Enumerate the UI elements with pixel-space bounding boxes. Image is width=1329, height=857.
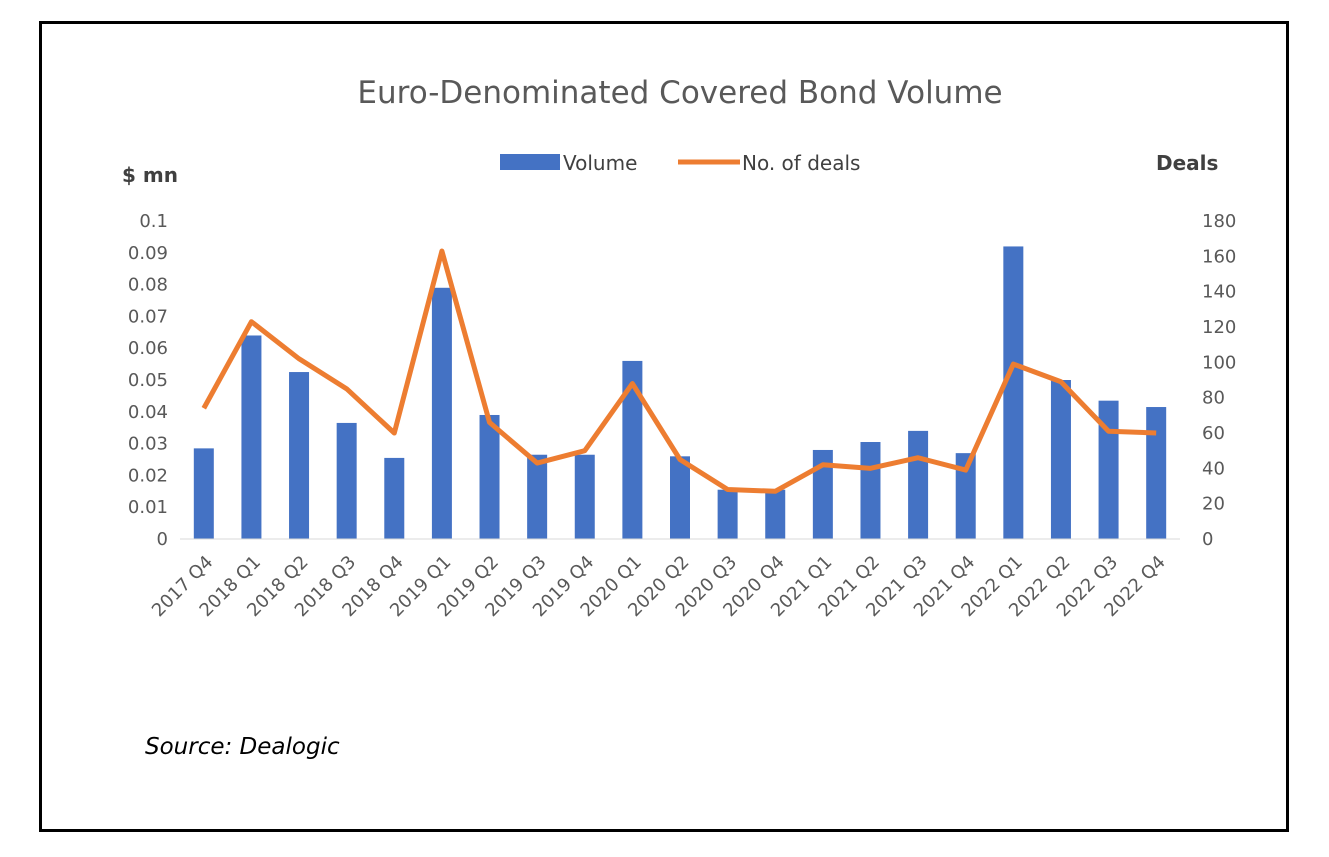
right-axis-unit: Deals: [1156, 151, 1218, 175]
volume-bar: [717, 489, 738, 539]
legend-deals-label: No. of deals: [742, 151, 860, 175]
right-tick-label: 60: [1202, 423, 1225, 444]
chart-title: Euro-Denominated Covered Bond Volume: [357, 75, 1002, 111]
right-tick-label: 20: [1202, 494, 1225, 515]
right-axis-ticks: 0 20 40 60 80 100 120 140 160 180: [1202, 211, 1236, 550]
left-tick-label: 0.02: [128, 465, 168, 486]
volume-bar: [1146, 407, 1167, 539]
chart-frame: [39, 21, 1289, 832]
right-tick-label: 40: [1202, 458, 1225, 479]
left-tick-label: 0.01: [128, 497, 168, 518]
volume-bars: [193, 246, 1167, 539]
volume-bar: [431, 287, 452, 539]
volume-bar: [1050, 380, 1071, 539]
right-tick-label: 140: [1202, 282, 1236, 303]
left-tick-label: 0.06: [128, 338, 168, 359]
volume-bar: [289, 372, 310, 539]
source-note: Source: Dealogic: [145, 734, 340, 760]
volume-bar: [955, 453, 976, 539]
left-tick-label: 0.03: [128, 434, 168, 455]
volume-bar: [1098, 400, 1119, 539]
right-tick-label: 160: [1202, 246, 1236, 267]
left-tick-label: 0.07: [128, 306, 168, 327]
left-axis-ticks: 0 0.01 0.02 0.03 0.04 0.05 0.06 0.07 0.08 0.09 0.1: [128, 211, 168, 550]
volume-bar: [527, 454, 548, 539]
left-axis-unit: $ mn: [122, 163, 178, 187]
legend: Volume No. of deals: [500, 151, 860, 175]
legend-volume-label: Volume: [563, 151, 637, 175]
right-tick-label: 180: [1202, 211, 1236, 232]
left-tick-label: 0.05: [128, 370, 168, 391]
left-tick-label: 0.04: [128, 402, 168, 423]
left-tick-label: 0: [157, 529, 168, 550]
volume-bar: [384, 457, 405, 539]
volume-bar: [860, 442, 881, 539]
volume-bar: [765, 489, 786, 539]
right-tick-label: 120: [1202, 317, 1236, 338]
left-tick-label: 0.08: [128, 275, 168, 296]
volume-bar: [908, 430, 929, 539]
right-tick-label: 100: [1202, 352, 1236, 373]
volume-bar: [670, 456, 690, 539]
right-tick-label: 80: [1202, 388, 1225, 409]
volume-bar: [812, 449, 833, 539]
left-tick-label: 0.1: [139, 211, 168, 232]
deals-line: [201, 248, 1157, 494]
volume-bar: [479, 414, 500, 539]
volume-bar: [193, 448, 214, 539]
volume-bar: [574, 454, 595, 539]
left-tick-label: 0.09: [128, 243, 168, 264]
volume-bar: [622, 360, 643, 539]
right-tick-label: 0: [1202, 529, 1213, 550]
legend-volume-swatch: [500, 154, 560, 170]
volume-bar: [241, 335, 262, 539]
volume-bar: [336, 422, 357, 539]
volume-bar: [1003, 246, 1024, 539]
